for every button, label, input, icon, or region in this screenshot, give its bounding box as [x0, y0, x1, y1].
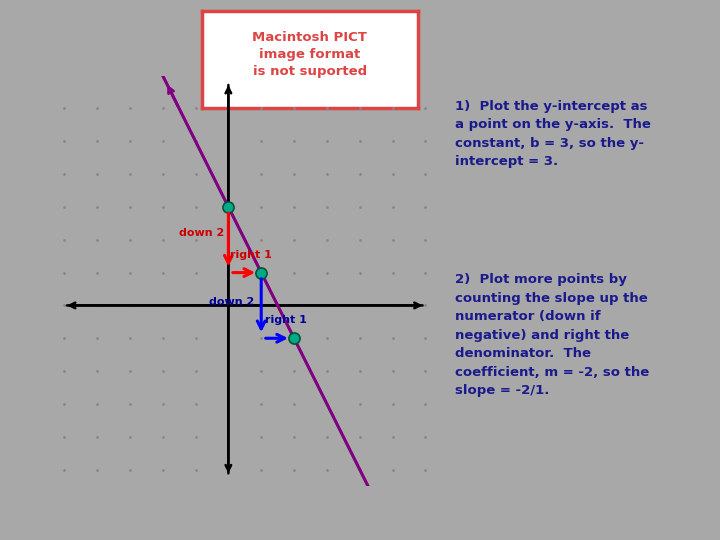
Text: 1)  Plot the y-intercept as
a point on the y-axis.  The
constant, b = 3, so the : 1) Plot the y-intercept as a point on th…	[455, 100, 651, 168]
Text: right 1: right 1	[230, 250, 272, 260]
Text: down 2: down 2	[209, 298, 254, 307]
Text: 2)  Plot more points by
counting the slope up the
numerator (down if
negative) a: 2) Plot more points by counting the slop…	[455, 273, 649, 397]
Text: right 1: right 1	[264, 315, 307, 326]
Text: down 2: down 2	[179, 228, 225, 239]
Text: Macintosh PICT
image format
is not suported: Macintosh PICT image format is not supor…	[252, 31, 367, 78]
